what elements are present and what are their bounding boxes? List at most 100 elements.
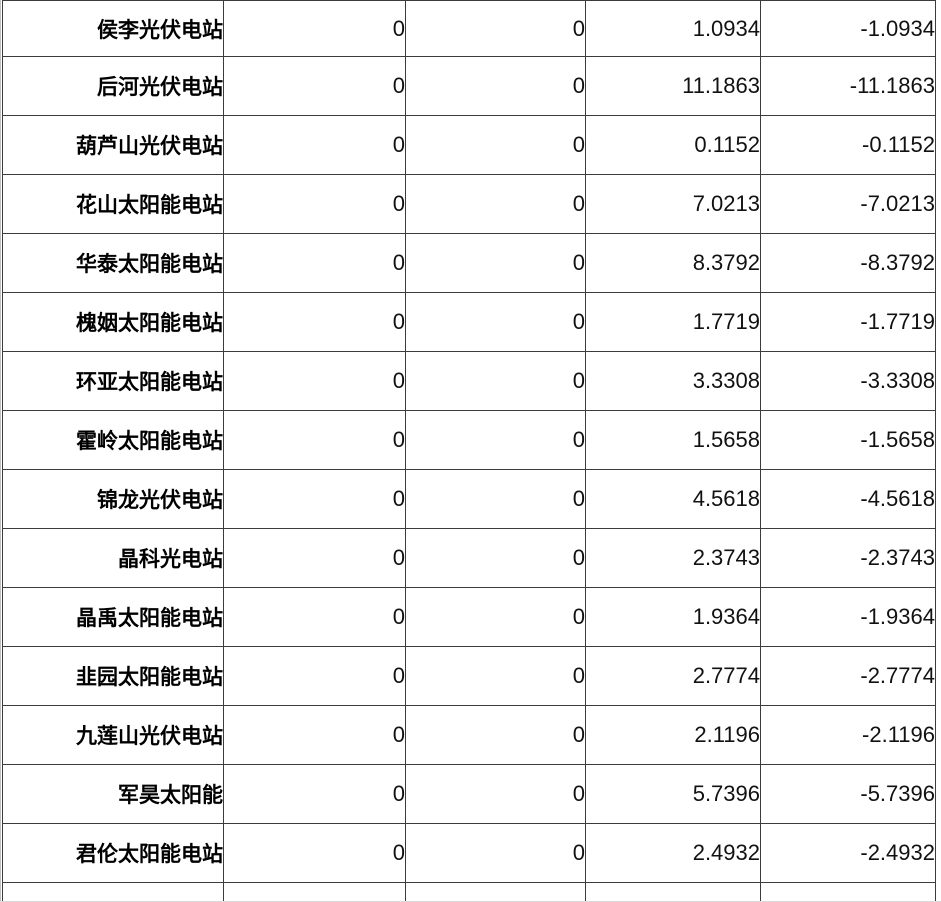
positive-value-cell: 4.5618 bbox=[585, 469, 761, 529]
station-name-cell: 军昊太阳能 bbox=[2, 764, 224, 824]
positive-value-cell: 5.7396 bbox=[585, 764, 761, 824]
value-1-cell: 0 bbox=[223, 292, 406, 352]
negative-value-cell: -7.0213 bbox=[760, 174, 936, 234]
positive-value-cell: 2.4932 bbox=[585, 823, 761, 883]
negative-value-cell: -1.9364 bbox=[760, 587, 936, 647]
positive-value-cell: 2.7774 bbox=[585, 646, 761, 706]
value-1-cell: 0 bbox=[223, 233, 406, 293]
value-1-cell: 0 bbox=[223, 115, 406, 175]
table-row: 君伦太阳能电站 0 0 2.4932 -2.4932 bbox=[2, 823, 936, 883]
positive-value-cell: 1.5658 bbox=[585, 410, 761, 470]
value-2-cell: 0 bbox=[405, 764, 586, 824]
value-1-cell: 0 bbox=[223, 174, 406, 234]
negative-value-cell: -5.7396 bbox=[760, 764, 936, 824]
value-2-cell: 0 bbox=[405, 351, 586, 411]
value-2-cell: 0 bbox=[405, 115, 586, 175]
value-1-cell: 0 bbox=[223, 351, 406, 411]
negative-value-cell: -2.3743 bbox=[760, 528, 936, 588]
station-name-cell bbox=[2, 882, 224, 902]
positive-value-cell: 3.3308 bbox=[585, 351, 761, 411]
station-name-cell: 韭园太阳能电站 bbox=[2, 646, 224, 706]
station-name-cell: 锦龙光伏电站 bbox=[2, 469, 224, 529]
table-row: 侯李光伏电站 0 0 1.0934 -1.0934 bbox=[2, 0, 936, 57]
table-row: 后河光伏电站 0 0 11.1863 -11.1863 bbox=[2, 56, 936, 116]
value-2-cell: 0 bbox=[405, 587, 586, 647]
table-row: 锦龙光伏电站 0 0 4.5618 -4.5618 bbox=[2, 469, 936, 529]
station-name-cell: 晶科光电站 bbox=[2, 528, 224, 588]
station-name-cell: 华泰太阳能电站 bbox=[2, 233, 224, 293]
station-name-cell: 君伦太阳能电站 bbox=[2, 823, 224, 883]
station-name-cell: 后河光伏电站 bbox=[2, 56, 224, 116]
value-2-cell: 0 bbox=[405, 528, 586, 588]
negative-value-cell: -3.3308 bbox=[760, 351, 936, 411]
negative-value-cell: -4.5618 bbox=[760, 469, 936, 529]
value-2-cell: 0 bbox=[405, 56, 586, 116]
value-1-cell: 0 bbox=[223, 705, 406, 765]
value-2-cell: 0 bbox=[405, 0, 586, 57]
value-1-cell bbox=[223, 882, 406, 902]
value-2-cell: 0 bbox=[405, 292, 586, 352]
left-edge-line bbox=[0, 0, 1, 902]
value-2-cell: 0 bbox=[405, 233, 586, 293]
negative-value-cell: -2.4932 bbox=[760, 823, 936, 883]
station-name-cell: 环亚太阳能电站 bbox=[2, 351, 224, 411]
table-row: 花山太阳能电站 0 0 7.0213 -7.0213 bbox=[2, 174, 936, 234]
table-row: 韭园太阳能电站 0 0 2.7774 -2.7774 bbox=[2, 646, 936, 706]
value-1-cell: 0 bbox=[223, 823, 406, 883]
value-1-cell: 0 bbox=[223, 0, 406, 57]
negative-value-cell: -1.7719 bbox=[760, 292, 936, 352]
table-row-partial bbox=[2, 882, 936, 902]
table-row: 晶禹太阳能电站 0 0 1.9364 -1.9364 bbox=[2, 587, 936, 647]
positive-value-cell: 1.0934 bbox=[585, 0, 761, 57]
station-name-cell: 槐姻太阳能电站 bbox=[2, 292, 224, 352]
negative-value-cell: -2.7774 bbox=[760, 646, 936, 706]
value-1-cell: 0 bbox=[223, 56, 406, 116]
table-row: 霍岭太阳能电站 0 0 1.5658 -1.5658 bbox=[2, 410, 936, 470]
table-row: 环亚太阳能电站 0 0 3.3308 -3.3308 bbox=[2, 351, 936, 411]
value-2-cell: 0 bbox=[405, 823, 586, 883]
table-row: 军昊太阳能 0 0 5.7396 -5.7396 bbox=[2, 764, 936, 824]
value-1-cell: 0 bbox=[223, 764, 406, 824]
station-name-cell: 侯李光伏电站 bbox=[2, 0, 224, 57]
positive-value-cell: 2.1196 bbox=[585, 705, 761, 765]
positive-value-cell: 11.1863 bbox=[585, 56, 761, 116]
station-name-cell: 花山太阳能电站 bbox=[2, 174, 224, 234]
negative-value-cell: -8.3792 bbox=[760, 233, 936, 293]
value-2-cell: 0 bbox=[405, 705, 586, 765]
negative-value-cell: -0.1152 bbox=[760, 115, 936, 175]
negative-value-cell: -2.1196 bbox=[760, 705, 936, 765]
value-1-cell: 0 bbox=[223, 646, 406, 706]
value-1-cell: 0 bbox=[223, 587, 406, 647]
negative-value-cell bbox=[760, 882, 936, 902]
value-1-cell: 0 bbox=[223, 469, 406, 529]
table-row: 槐姻太阳能电站 0 0 1.7719 -1.7719 bbox=[2, 292, 936, 352]
table-row: 九莲山光伏电站 0 0 2.1196 -2.1196 bbox=[2, 705, 936, 765]
station-name-cell: 霍岭太阳能电站 bbox=[2, 410, 224, 470]
positive-value-cell bbox=[585, 882, 761, 902]
positive-value-cell: 1.9364 bbox=[585, 587, 761, 647]
station-name-cell: 九莲山光伏电站 bbox=[2, 705, 224, 765]
negative-value-cell: -1.5658 bbox=[760, 410, 936, 470]
table-row: 晶科光电站 0 0 2.3743 -2.3743 bbox=[2, 528, 936, 588]
value-2-cell: 0 bbox=[405, 646, 586, 706]
positive-value-cell: 2.3743 bbox=[585, 528, 761, 588]
value-1-cell: 0 bbox=[223, 528, 406, 588]
value-2-cell: 0 bbox=[405, 469, 586, 529]
negative-value-cell: -1.0934 bbox=[760, 0, 936, 57]
positive-value-cell: 0.1152 bbox=[585, 115, 761, 175]
positive-value-cell: 8.3792 bbox=[585, 233, 761, 293]
value-2-cell: 0 bbox=[405, 174, 586, 234]
positive-value-cell: 1.7719 bbox=[585, 292, 761, 352]
table-row: 葫芦山光伏电站 0 0 0.1152 -0.1152 bbox=[2, 115, 936, 175]
negative-value-cell: -11.1863 bbox=[760, 56, 936, 116]
positive-value-cell: 7.0213 bbox=[585, 174, 761, 234]
value-1-cell: 0 bbox=[223, 410, 406, 470]
station-name-cell: 葫芦山光伏电站 bbox=[2, 115, 224, 175]
table-row: 华泰太阳能电站 0 0 8.3792 -8.3792 bbox=[2, 233, 936, 293]
value-2-cell: 0 bbox=[405, 410, 586, 470]
station-name-cell: 晶禹太阳能电站 bbox=[2, 587, 224, 647]
value-2-cell bbox=[405, 882, 586, 902]
